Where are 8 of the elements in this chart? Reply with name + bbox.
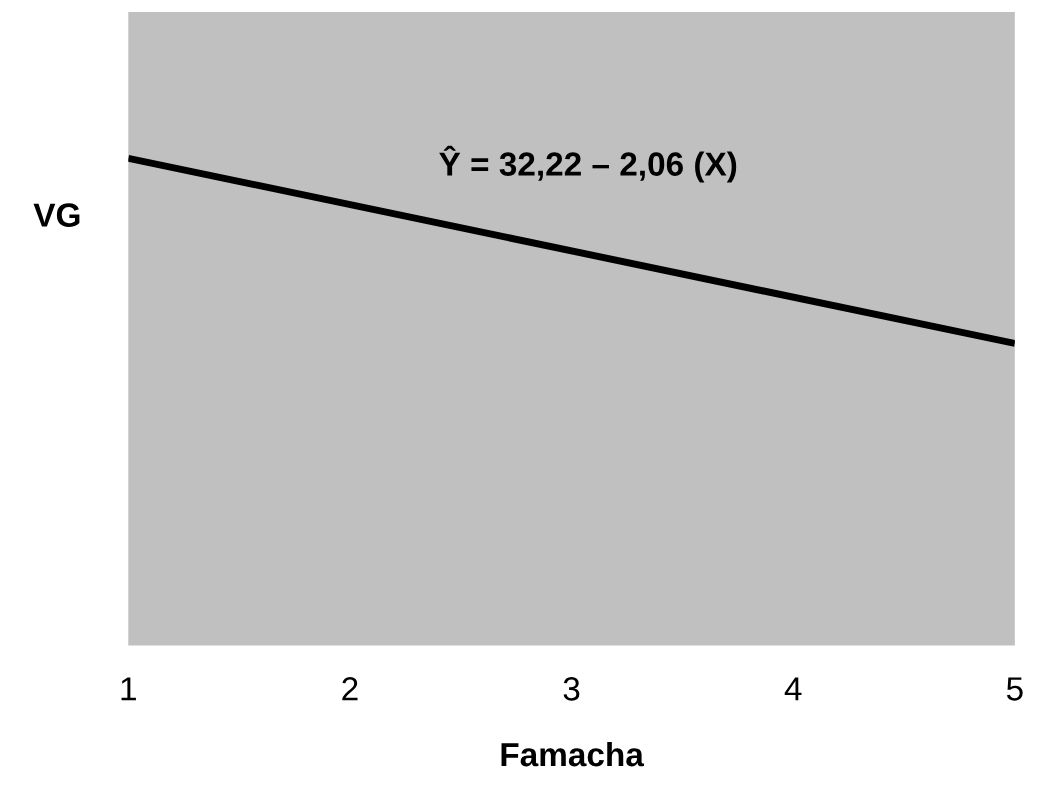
- x-tick-label: 1: [121, 677, 136, 701]
- x-tick-label: 3: [563, 677, 580, 701]
- annotation: Ŷ = 32,22 – 2,06 (X): [439, 145, 737, 183]
- x-tick-label: 2: [342, 677, 358, 701]
- x-tick-label: 4: [784, 677, 802, 701]
- x-tick-label: 5: [1006, 677, 1023, 701]
- y-axis-title: VG: [33, 203, 80, 227]
- x-axis-title: Famacha: [501, 741, 645, 767]
